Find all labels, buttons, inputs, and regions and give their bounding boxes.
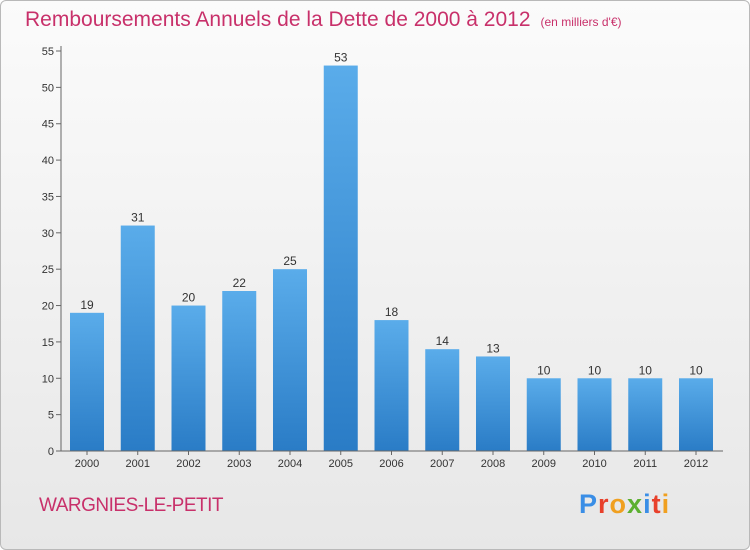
value-label-2009: 10 bbox=[537, 363, 551, 377]
y-tick-label-50: 50 bbox=[42, 82, 54, 94]
value-label-2004: 25 bbox=[283, 254, 297, 268]
value-label-2003: 22 bbox=[233, 276, 247, 290]
x-tick-label-2011: 2011 bbox=[633, 458, 657, 470]
x-tick-label-2002: 2002 bbox=[176, 458, 200, 470]
bar-2004 bbox=[273, 269, 307, 451]
x-tick-label-2008: 2008 bbox=[481, 458, 505, 470]
logo-letter: i bbox=[643, 489, 652, 519]
value-label-2011: 10 bbox=[639, 363, 653, 377]
bar-2007 bbox=[425, 349, 460, 451]
x-tick-label-2009: 2009 bbox=[532, 458, 556, 470]
bar-2001 bbox=[120, 225, 155, 451]
logo-letter: o bbox=[609, 489, 628, 519]
chart-title-text: Remboursements Annuels de la Dette de 20… bbox=[25, 8, 531, 31]
y-tick-label-30: 30 bbox=[42, 228, 54, 240]
y-tick-label-10: 10 bbox=[42, 373, 54, 385]
x-tick-label-2000: 2000 bbox=[75, 458, 99, 470]
logo-letter: r bbox=[598, 489, 610, 519]
value-label-2005: 53 bbox=[334, 51, 348, 65]
y-tick-label-45: 45 bbox=[42, 119, 54, 131]
value-label-2001: 31 bbox=[131, 211, 145, 225]
logo-letter: t bbox=[651, 489, 662, 519]
proxiti-logo: Proxiti bbox=[579, 489, 670, 520]
chart-title: Remboursements Annuels de la Dette de 20… bbox=[25, 8, 622, 32]
value-label-2008: 13 bbox=[486, 341, 500, 355]
bar-2012 bbox=[679, 378, 713, 451]
y-tick-label-15: 15 bbox=[42, 337, 54, 349]
x-tick-label-2003: 2003 bbox=[227, 458, 251, 470]
bars-group: 19 31 20 22 25 53 18 14 13 10 10 10 10 bbox=[70, 51, 713, 451]
logo-letter: P bbox=[579, 489, 599, 519]
y-tick-label-5: 5 bbox=[48, 410, 54, 422]
axes-group: 2000 2001 2002 2003 2004 2005 2006 2007 2008 2009… bbox=[42, 46, 723, 470]
y-tick-label-55: 55 bbox=[42, 46, 54, 58]
value-label-2002: 20 bbox=[182, 291, 196, 305]
y-tick-label-40: 40 bbox=[42, 155, 54, 167]
value-label-2007: 14 bbox=[436, 334, 450, 348]
x-tick-label-2005: 2005 bbox=[329, 458, 353, 470]
logo-letter: i bbox=[661, 489, 671, 519]
chart-subtitle: (en milliers d'€) bbox=[540, 15, 622, 29]
value-label-2000: 19 bbox=[80, 298, 94, 312]
x-tick-label-2007: 2007 bbox=[430, 458, 454, 470]
x-tick-label-2004: 2004 bbox=[278, 458, 302, 470]
bar-2005 bbox=[323, 65, 358, 451]
bar-2010 bbox=[577, 378, 612, 451]
bar-2003 bbox=[222, 291, 257, 451]
x-tick-label-2001: 2001 bbox=[126, 458, 150, 470]
y-tick-label-0: 0 bbox=[48, 446, 54, 458]
bar-2008 bbox=[476, 356, 510, 451]
value-label-2012: 10 bbox=[689, 363, 703, 377]
bar-2000 bbox=[70, 312, 104, 451]
y-tick-label-20: 20 bbox=[42, 301, 54, 313]
bar-2002 bbox=[171, 305, 206, 451]
bar-2006 bbox=[374, 320, 409, 451]
x-tick-label-2010: 2010 bbox=[582, 458, 606, 470]
x-tick-label-2006: 2006 bbox=[379, 458, 403, 470]
value-label-2010: 10 bbox=[588, 363, 602, 377]
x-tick-label-2012: 2012 bbox=[684, 458, 708, 470]
bar-2009 bbox=[526, 378, 561, 451]
commune-name: WARGNIES-LE-PETIT bbox=[39, 495, 223, 516]
value-label-2006: 18 bbox=[385, 305, 399, 319]
y-tick-label-25: 25 bbox=[42, 264, 54, 276]
y-tick-label-35: 35 bbox=[42, 191, 54, 203]
logo-letter: x bbox=[627, 489, 644, 519]
bar-2011 bbox=[628, 378, 663, 451]
